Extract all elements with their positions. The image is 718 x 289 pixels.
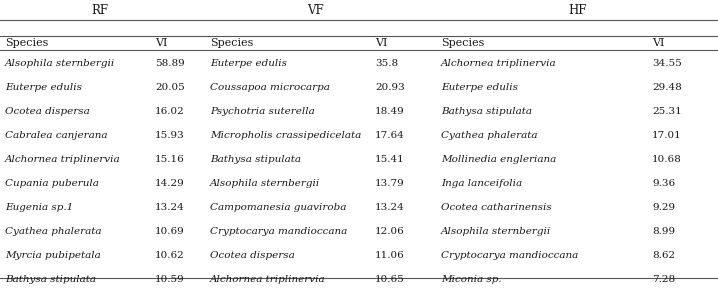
Text: VF: VF <box>307 3 323 16</box>
Text: Bathysa stipulata: Bathysa stipulata <box>210 155 301 164</box>
Text: 17.64: 17.64 <box>375 131 405 140</box>
Text: Bathysa stipulata: Bathysa stipulata <box>5 275 96 284</box>
Text: 58.89: 58.89 <box>155 58 185 68</box>
Text: 17.01: 17.01 <box>652 131 682 140</box>
Text: HF: HF <box>569 3 587 16</box>
Text: 29.48: 29.48 <box>652 82 682 92</box>
Text: Alsophila sternbergii: Alsophila sternbergii <box>210 179 320 188</box>
Text: Coussapoa microcarpa: Coussapoa microcarpa <box>210 82 330 92</box>
Text: 16.02: 16.02 <box>155 107 185 116</box>
Text: 25.31: 25.31 <box>652 107 682 116</box>
Text: 10.68: 10.68 <box>652 155 682 164</box>
Text: 15.93: 15.93 <box>155 131 185 140</box>
Text: Alsophila sternbergii: Alsophila sternbergii <box>441 227 551 236</box>
Text: 11.06: 11.06 <box>375 251 405 260</box>
Text: 14.29: 14.29 <box>155 179 185 188</box>
Text: Eugenia sp.1: Eugenia sp.1 <box>5 203 73 212</box>
Text: Cupania puberula: Cupania puberula <box>5 179 99 188</box>
Text: RF: RF <box>91 3 108 16</box>
Text: Cyathea phalerata: Cyathea phalerata <box>441 131 538 140</box>
Text: Species: Species <box>210 38 253 48</box>
Text: Cyathea phalerata: Cyathea phalerata <box>5 227 101 236</box>
Text: Mollinedia engleriana: Mollinedia engleriana <box>441 155 556 164</box>
Text: Alchornea triplinervia: Alchornea triplinervia <box>441 58 556 68</box>
Text: Cryptocarya mandioccana: Cryptocarya mandioccana <box>441 251 578 260</box>
Text: Miconia sp.: Miconia sp. <box>441 275 502 284</box>
Text: 13.24: 13.24 <box>375 203 405 212</box>
Text: 8.99: 8.99 <box>652 227 675 236</box>
Text: Species: Species <box>5 38 48 48</box>
Text: Ocotea catharinensis: Ocotea catharinensis <box>441 203 551 212</box>
Text: 10.62: 10.62 <box>155 251 185 260</box>
Text: Alchornea triplinervia: Alchornea triplinervia <box>5 155 121 164</box>
Text: 13.24: 13.24 <box>155 203 185 212</box>
Text: 18.49: 18.49 <box>375 107 405 116</box>
Text: Psychotria suterella: Psychotria suterella <box>210 107 314 116</box>
Text: VI: VI <box>155 38 167 48</box>
Text: 8.62: 8.62 <box>652 251 675 260</box>
Text: Alchornea triplinervia: Alchornea triplinervia <box>210 275 326 284</box>
Text: 10.65: 10.65 <box>375 275 405 284</box>
Text: 15.41: 15.41 <box>375 155 405 164</box>
Text: 20.93: 20.93 <box>375 82 405 92</box>
Text: Micropholis crassipedicelata: Micropholis crassipedicelata <box>210 131 361 140</box>
Text: Euterpe edulis: Euterpe edulis <box>441 82 518 92</box>
Text: 9.36: 9.36 <box>652 179 675 188</box>
Text: Alsophila sternbergii: Alsophila sternbergii <box>5 58 116 68</box>
Text: 10.69: 10.69 <box>155 227 185 236</box>
Text: 10.59: 10.59 <box>155 275 185 284</box>
Text: Inga lanceifolia: Inga lanceifolia <box>441 179 522 188</box>
Text: Cryptocarya mandioccana: Cryptocarya mandioccana <box>210 227 348 236</box>
Text: 9.29: 9.29 <box>652 203 675 212</box>
Text: VI: VI <box>652 38 664 48</box>
Text: 34.55: 34.55 <box>652 58 682 68</box>
Text: VI: VI <box>375 38 388 48</box>
Text: Cabralea canjerana: Cabralea canjerana <box>5 131 108 140</box>
Text: Ocotea dispersa: Ocotea dispersa <box>210 251 295 260</box>
Text: 35.8: 35.8 <box>375 58 398 68</box>
Text: Ocotea dispersa: Ocotea dispersa <box>5 107 90 116</box>
Text: Bathysa stipulata: Bathysa stipulata <box>441 107 532 116</box>
Text: Campomanesia guaviroba: Campomanesia guaviroba <box>210 203 346 212</box>
Text: Species: Species <box>441 38 485 48</box>
Text: 7.28: 7.28 <box>652 275 675 284</box>
Text: Euterpe edulis: Euterpe edulis <box>210 58 287 68</box>
Text: 15.16: 15.16 <box>155 155 185 164</box>
Text: 12.06: 12.06 <box>375 227 405 236</box>
Text: 20.05: 20.05 <box>155 82 185 92</box>
Text: Myrcia pubipetala: Myrcia pubipetala <box>5 251 101 260</box>
Text: 13.79: 13.79 <box>375 179 405 188</box>
Text: Euterpe edulis: Euterpe edulis <box>5 82 82 92</box>
